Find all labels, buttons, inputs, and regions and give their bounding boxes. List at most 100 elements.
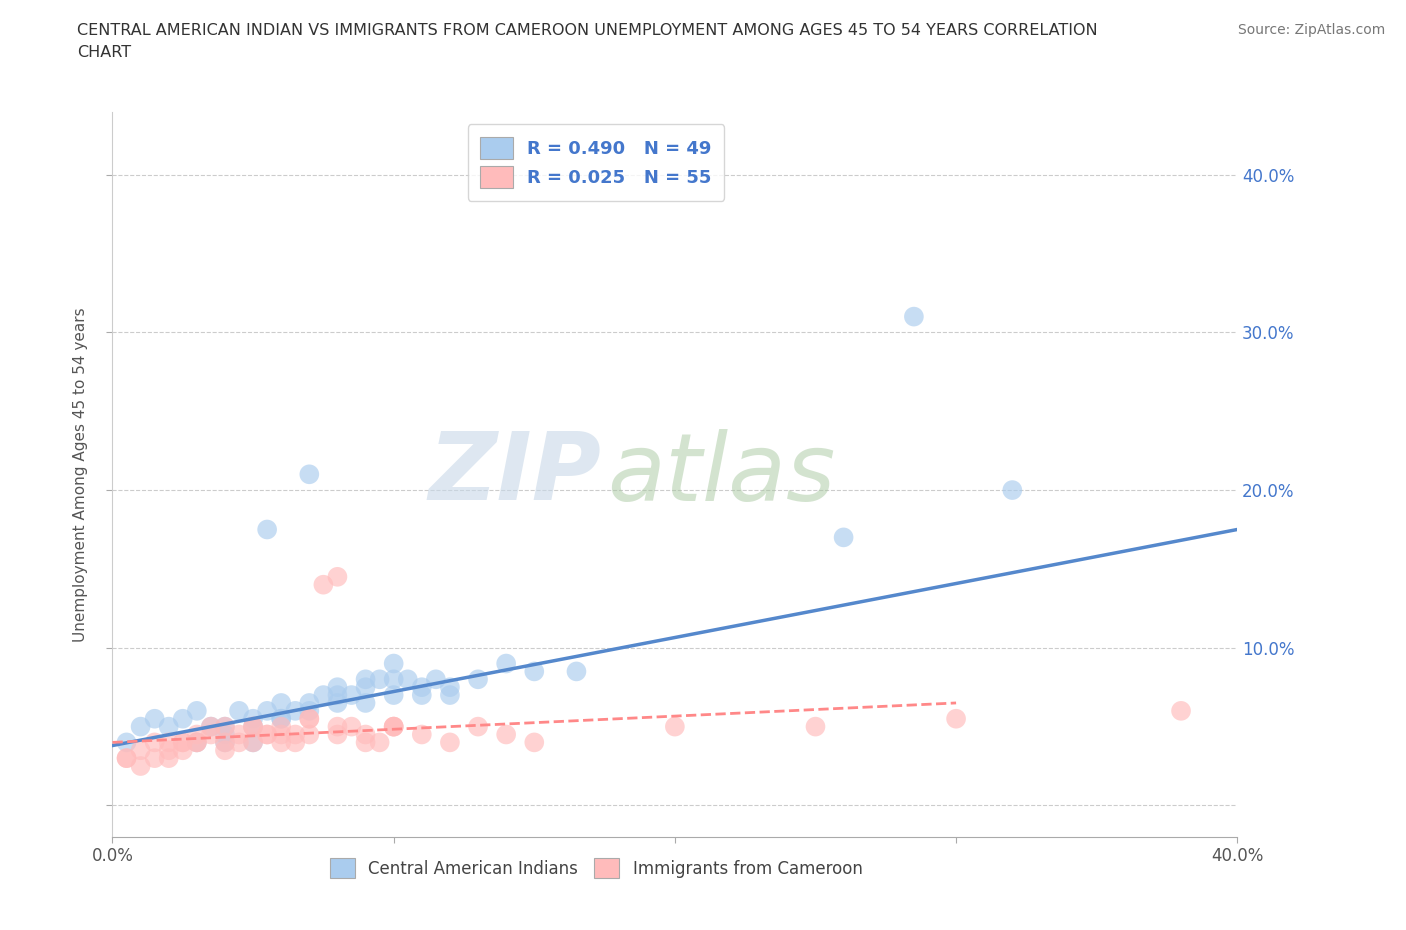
Point	[242, 719, 264, 734]
Point	[228, 735, 250, 750]
Point	[467, 671, 489, 686]
Point	[411, 680, 433, 695]
Point	[467, 719, 489, 734]
Point	[340, 719, 363, 734]
Point	[354, 696, 377, 711]
Point	[326, 569, 349, 584]
Text: ZIP: ZIP	[429, 429, 602, 520]
Point	[495, 656, 517, 671]
Point	[214, 735, 236, 750]
Point	[1170, 703, 1192, 718]
Point	[242, 711, 264, 726]
Point	[129, 719, 152, 734]
Point	[804, 719, 827, 734]
Point	[312, 687, 335, 702]
Point	[157, 751, 180, 765]
Point	[129, 759, 152, 774]
Point	[298, 696, 321, 711]
Point	[945, 711, 967, 726]
Point	[354, 680, 377, 695]
Point	[298, 703, 321, 718]
Point	[143, 751, 166, 765]
Point	[903, 309, 925, 324]
Point	[565, 664, 588, 679]
Point	[242, 735, 264, 750]
Point	[256, 703, 278, 718]
Point	[115, 751, 138, 765]
Point	[256, 727, 278, 742]
Point	[270, 719, 292, 734]
Point	[523, 735, 546, 750]
Point	[298, 711, 321, 726]
Point	[523, 664, 546, 679]
Point	[186, 735, 208, 750]
Point	[214, 743, 236, 758]
Point	[186, 735, 208, 750]
Point	[129, 743, 152, 758]
Point	[186, 703, 208, 718]
Point	[115, 751, 138, 765]
Text: CHART: CHART	[77, 45, 131, 60]
Point	[382, 719, 405, 734]
Point	[214, 727, 236, 742]
Point	[214, 719, 236, 734]
Point	[242, 735, 264, 750]
Point	[157, 719, 180, 734]
Point	[284, 703, 307, 718]
Point	[439, 735, 461, 750]
Point	[832, 530, 855, 545]
Point	[368, 671, 391, 686]
Point	[340, 687, 363, 702]
Point	[664, 719, 686, 734]
Point	[186, 727, 208, 742]
Legend: Central American Indians, Immigrants from Cameroon: Central American Indians, Immigrants fro…	[321, 850, 872, 886]
Point	[284, 727, 307, 742]
Point	[256, 727, 278, 742]
Text: atlas: atlas	[607, 429, 835, 520]
Point	[326, 719, 349, 734]
Point	[411, 687, 433, 702]
Point	[242, 719, 264, 734]
Point	[228, 727, 250, 742]
Point	[425, 671, 447, 686]
Point	[172, 735, 194, 750]
Point	[312, 578, 335, 592]
Point	[382, 687, 405, 702]
Point	[115, 735, 138, 750]
Point	[298, 467, 321, 482]
Point	[172, 735, 194, 750]
Y-axis label: Unemployment Among Ages 45 to 54 years: Unemployment Among Ages 45 to 54 years	[73, 307, 89, 642]
Point	[143, 735, 166, 750]
Point	[270, 735, 292, 750]
Point	[411, 727, 433, 742]
Point	[298, 727, 321, 742]
Point	[214, 735, 236, 750]
Point	[382, 719, 405, 734]
Point	[382, 719, 405, 734]
Point	[495, 727, 517, 742]
Point	[270, 711, 292, 726]
Point	[354, 727, 377, 742]
Point	[200, 727, 222, 742]
Point	[284, 735, 307, 750]
Point	[186, 735, 208, 750]
Point	[396, 671, 419, 686]
Point	[242, 719, 264, 734]
Point	[200, 719, 222, 734]
Point	[143, 711, 166, 726]
Point	[200, 719, 222, 734]
Point	[228, 703, 250, 718]
Point	[354, 735, 377, 750]
Point	[270, 711, 292, 726]
Point	[298, 711, 321, 726]
Point	[439, 680, 461, 695]
Point	[157, 743, 180, 758]
Point	[157, 735, 180, 750]
Point	[439, 687, 461, 702]
Point	[382, 671, 405, 686]
Point	[256, 522, 278, 537]
Point	[214, 719, 236, 734]
Point	[270, 696, 292, 711]
Point	[326, 680, 349, 695]
Point	[368, 735, 391, 750]
